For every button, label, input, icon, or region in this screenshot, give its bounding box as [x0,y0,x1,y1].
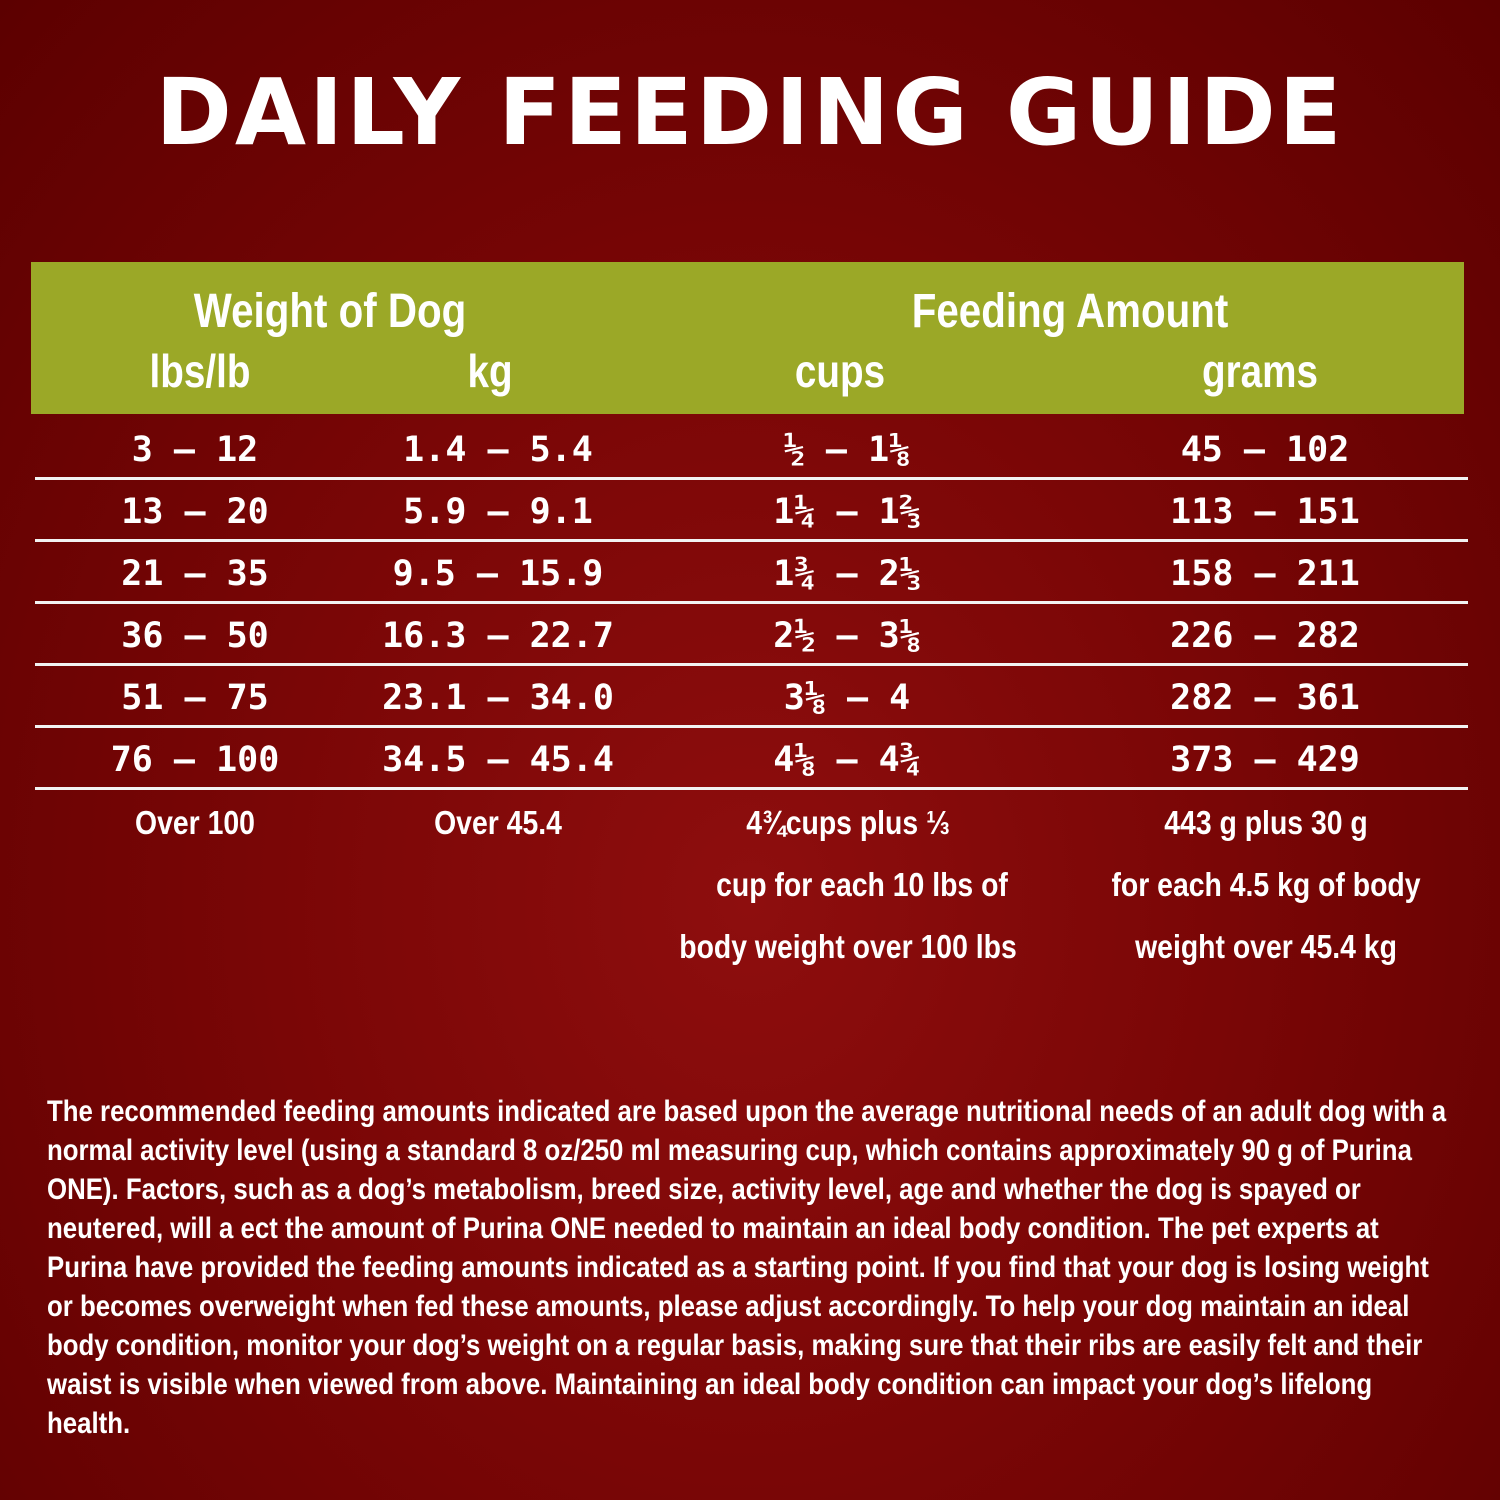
header-weight-of-dog: Weight of Dog [193,285,467,338]
cell-lbs: 76 – 100 [110,740,280,780]
cell-kg: 1.4 – 5.4 [403,430,593,470]
cell-grams: 373 – 429 [1170,740,1360,780]
cell-grams-over-line: weight over 45.4 kg [1135,928,1397,965]
cell-cups: ½ – 1⅛ [783,430,911,470]
cell-lbs-over: Over 100 [135,804,255,841]
table-row: 13 – 20 5.9 – 9.1 1¼ – 1⅔ 113 – 151 [35,480,1468,542]
cell-grams-over-line: 443 g plus 30 g [1164,804,1368,841]
cell-grams: 113 – 151 [1170,492,1360,532]
cell-grams: 282 – 361 [1170,678,1360,718]
row-divider [35,477,1468,480]
cell-cups-over-line: body weight over 100 lbs [679,928,1017,965]
cell-cups: 2½ – 3⅛ [773,616,921,656]
cell-lbs: 36 – 50 [121,616,269,656]
cell-lbs: 13 – 20 [121,492,269,532]
row-divider [35,787,1468,790]
header-col-lbs: lbs/lb [149,345,251,397]
feeding-note-paragraph: The recommended feeding amounts indicate… [47,1095,1447,1440]
table-row: 36 – 50 16.3 – 22.7 2½ – 3⅛ 226 – 282 [35,604,1468,666]
table-row: 21 – 35 9.5 – 15.9 1¾ – 2⅓ 158 – 211 [35,542,1468,604]
header-col-cups: cups [794,345,886,397]
cell-kg: 34.5 – 45.4 [382,740,614,780]
cell-kg-over: Over 45.4 [434,804,562,841]
row-divider [35,663,1468,666]
cell-grams: 45 – 102 [1180,430,1350,470]
cell-cups-over-line: cup for each 10 lbs of [716,866,1008,903]
header-feeding-amount: Feeding Amount [911,285,1229,338]
cell-grams: 226 – 282 [1170,616,1360,656]
cell-cups: 1¾ – 2⅓ [773,554,921,594]
cell-cups: 3⅛ – 4 [783,678,911,718]
cell-grams-over-line: for each 4.5 kg of body [1111,866,1421,903]
cell-lbs: 3 – 12 [131,430,259,470]
page-title: DAILY FEEDING GUIDE [155,59,1345,166]
cell-cups: 1¼ – 1⅔ [773,492,921,532]
cell-kg: 16.3 – 22.7 [382,616,614,656]
header-col-grams: grams [1202,345,1318,397]
cell-lbs: 51 – 75 [121,678,269,718]
table-row: 3 – 12 1.4 – 5.4 ½ – 1⅛ 45 – 102 [35,418,1468,480]
cell-grams: 158 – 211 [1170,554,1360,594]
row-divider [35,539,1468,542]
cell-lbs: 21 – 35 [121,554,269,594]
row-divider [35,601,1468,604]
cell-cups-over-line: 4¾cups plus ⅓ [746,804,950,841]
table-header-band [31,262,1464,414]
row-divider [35,725,1468,728]
table-row: 51 – 75 23.1 – 34.0 3⅛ – 4 282 – 361 [35,666,1468,728]
table-row: 76 – 100 34.5 – 45.4 4⅛ – 4¾ 373 – 429 [35,728,1468,790]
cell-kg: 9.5 – 15.9 [392,554,604,594]
cell-cups: 4⅛ – 4¾ [773,740,921,780]
cell-kg: 5.9 – 9.1 [403,492,593,532]
header-col-kg: kg [467,345,513,397]
cell-kg: 23.1 – 34.0 [382,678,614,718]
